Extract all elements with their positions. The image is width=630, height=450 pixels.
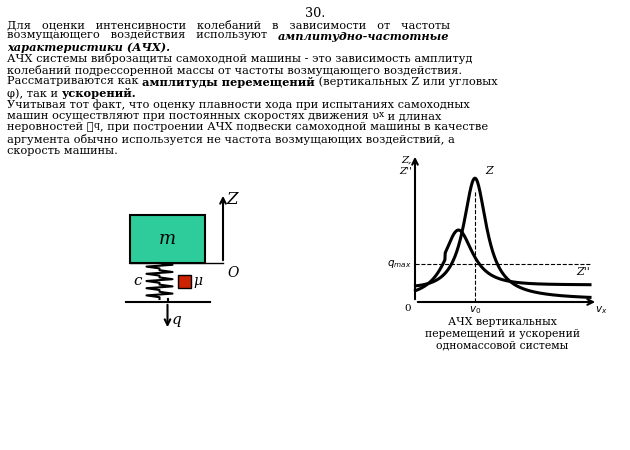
Text: амплитуды перемещений: амплитуды перемещений bbox=[142, 76, 315, 87]
Bar bbox=[130, 215, 205, 263]
Text: $v_x$: $v_x$ bbox=[595, 304, 607, 316]
Text: , при построении АЧХ подвески самоходной машины в качестве: , при построении АЧХ подвески самоходной… bbox=[100, 122, 488, 132]
Text: Для   оценки   интенсивности   колебаний   в   зависимости   от   частоты: Для оценки интенсивности колебаний в зав… bbox=[7, 19, 450, 30]
Text: x: x bbox=[379, 110, 384, 119]
Text: m: m bbox=[159, 230, 176, 248]
Text: и длинах: и длинах bbox=[384, 111, 442, 121]
Text: машин осуществляют при постоянных скоростях движения υ: машин осуществляют при постоянных скорос… bbox=[7, 111, 379, 121]
Text: характеристики (АЧХ).: характеристики (АЧХ). bbox=[7, 42, 170, 53]
Text: (вертикальных Z или угловых: (вертикальных Z или угловых bbox=[315, 76, 498, 87]
Text: машин осуществляют при постоянных скоростях движения υ: машин осуществляют при постоянных скорос… bbox=[7, 111, 379, 121]
Text: ускорений.: ускорений. bbox=[62, 88, 136, 99]
Text: АЧХ вертикальных
перемещений и ускорений
одномассовой системы: АЧХ вертикальных перемещений и ускорений… bbox=[425, 317, 580, 350]
Text: неровностей ℓ: неровностей ℓ bbox=[7, 122, 94, 132]
Text: μ: μ bbox=[193, 274, 202, 288]
Text: возмущающего   воздействия   используют: возмущающего воздействия используют bbox=[7, 31, 278, 40]
Text: 30.: 30. bbox=[305, 7, 325, 20]
Text: Z: Z bbox=[226, 191, 238, 208]
Text: Рассматриваются как: Рассматриваются как bbox=[7, 76, 142, 86]
Text: q: q bbox=[171, 313, 181, 327]
Text: колебаний подрессоренной массы от частоты возмущающего воздействия.: колебаний подрессоренной массы от частот… bbox=[7, 65, 462, 76]
Text: $v_0$: $v_0$ bbox=[469, 304, 481, 316]
Text: Учитывая тот факт, что оценку плавности хода при испытаниях самоходных: Учитывая тот факт, что оценку плавности … bbox=[7, 99, 470, 110]
Text: Z: Z bbox=[485, 166, 493, 176]
Text: аргумента обычно используется не частота возмущающих воздействий, а: аргумента обычно используется не частота… bbox=[7, 134, 455, 145]
Text: неровностей ℓ: неровностей ℓ bbox=[7, 122, 94, 132]
Text: Z,: Z, bbox=[402, 156, 412, 165]
Text: $q_{max}$: $q_{max}$ bbox=[387, 258, 411, 270]
Text: Z'': Z'' bbox=[576, 267, 590, 277]
Text: скорость машины.: скорость машины. bbox=[7, 145, 118, 156]
Bar bbox=[178, 274, 190, 288]
Text: 0: 0 bbox=[404, 304, 411, 313]
Text: АЧХ системы виброзащиты самоходной машины - это зависимость амплитуд: АЧХ системы виброзащиты самоходной машин… bbox=[7, 54, 472, 64]
Text: амплитудно-частотные: амплитудно-частотные bbox=[278, 31, 449, 41]
Text: O: O bbox=[227, 266, 238, 280]
Text: φ), так и: φ), так и bbox=[7, 88, 62, 99]
Text: q: q bbox=[94, 122, 100, 130]
Text: c: c bbox=[134, 274, 142, 288]
Text: x: x bbox=[379, 110, 384, 119]
Text: q: q bbox=[94, 122, 100, 130]
Text: Z'': Z'' bbox=[399, 167, 412, 176]
